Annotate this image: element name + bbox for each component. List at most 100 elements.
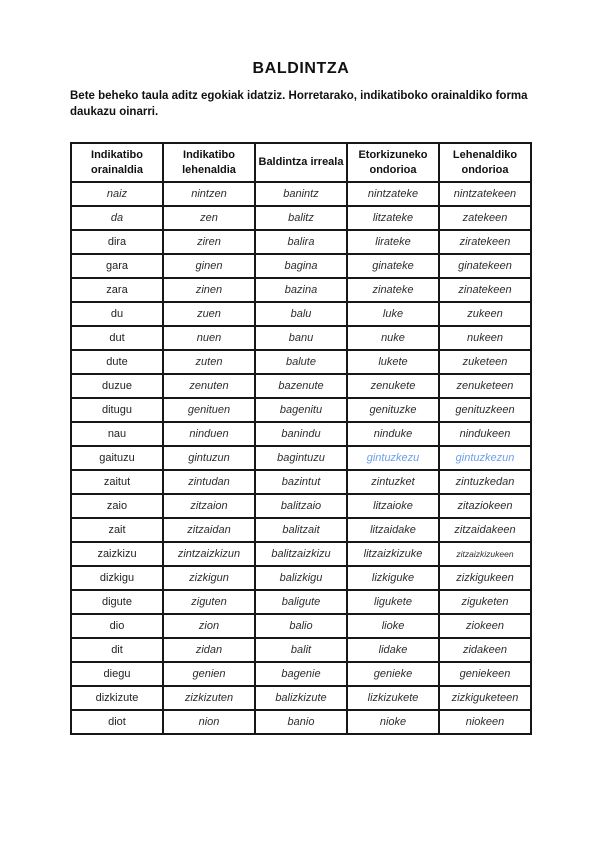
answer-cell: lidake (346, 637, 440, 664)
given-verb-cell: zaio (70, 493, 164, 520)
given-verb-cell: diot (70, 709, 164, 736)
table-row: da zen balitz litzateke zatekeen (70, 205, 532, 232)
answer-cell: ziratekeen (438, 229, 532, 256)
answer-cell: genituen (162, 397, 256, 424)
given-verb-cell: dute (70, 349, 164, 376)
answer-cell: bazina (254, 277, 348, 304)
given-verb-cell: naiz (70, 181, 164, 208)
answer-cell: gintuzkezu (346, 445, 440, 472)
table-row: dira ziren balira lirateke ziratekeen (70, 229, 532, 256)
answer-cell: zizkizuten (162, 685, 256, 712)
given-verb-cell: dit (70, 637, 164, 664)
answer-cell: zidakeen (438, 637, 532, 664)
given-verb-cell: zara (70, 277, 164, 304)
table-row: dute zuten balute lukete zuketeen (70, 349, 532, 376)
answer-cell: nuen (162, 325, 256, 352)
given-verb-cell: zait (70, 517, 164, 544)
table-row: duzue zenuten bazenute zenukete zenuketeen (70, 373, 532, 400)
answer-cell: balu (254, 301, 348, 328)
answer-cell: zintuzkedan (438, 469, 532, 496)
answer-cell: gintuzkezun (438, 445, 532, 472)
table-body: naiz nintzen banintz nintzateke nintzatekeen… (70, 181, 532, 736)
answer-cell: zizkigukeen (438, 565, 532, 592)
answer-cell: zuen (162, 301, 256, 328)
answer-cell: nuke (346, 325, 440, 352)
given-verb-cell: dira (70, 229, 164, 256)
answer-cell: litzaidake (346, 517, 440, 544)
answer-cell: zitaziokeen (438, 493, 532, 520)
table-row: dizkizute zizkizuten balizkizute lizkizuket… (70, 685, 532, 712)
table-row: nau ninduen banindu ninduke nindukeen (70, 421, 532, 448)
answer-cell: niokeen (438, 709, 532, 736)
table-row: zait zitzaidan balitzait litzaidake zitzaida… (70, 517, 532, 544)
answer-cell: balitzaizkizu (254, 541, 348, 568)
answer-cell: lizkiguke (346, 565, 440, 592)
answer-cell: zenuketeen (438, 373, 532, 400)
answer-cell: baligute (254, 589, 348, 616)
answer-cell: zen (162, 205, 256, 232)
table-row: gaituzu gintuzun bagintuzu gintuzkezu gintuz… (70, 445, 532, 472)
answer-cell: zidan (162, 637, 256, 664)
answer-cell: bagenie (254, 661, 348, 688)
answer-cell: bazintut (254, 469, 348, 496)
table-row: dut nuen banu nuke nukeen (70, 325, 532, 352)
verb-conjugation-table: Indikatibo orainaldia Indikatibo lehenald… (70, 141, 532, 736)
answer-cell: nioke (346, 709, 440, 736)
answer-cell: litzaizkizuke (346, 541, 440, 568)
answer-cell: ligukete (346, 589, 440, 616)
given-verb-cell: dut (70, 325, 164, 352)
answer-cell: luke (346, 301, 440, 328)
table-row: dizkigu zizkigun balizkigu lizkiguke zizkigu… (70, 565, 532, 592)
answer-cell: zatekeen (438, 205, 532, 232)
answer-cell: bagintuzu (254, 445, 348, 472)
answer-cell: balute (254, 349, 348, 376)
answer-cell: genituzke (346, 397, 440, 424)
answer-cell: zizkigun (162, 565, 256, 592)
table-row: digute ziguten baligute ligukete ziguketen (70, 589, 532, 616)
table-row: gara ginen bagina ginateke ginatekeen (70, 253, 532, 280)
answer-cell: zintzaizkizun (162, 541, 256, 568)
given-verb-cell: du (70, 301, 164, 328)
answer-cell: nintzateke (346, 181, 440, 208)
answer-cell: nindukeen (438, 421, 532, 448)
column-header: Etorkizuneko ondorioa (346, 141, 440, 184)
answer-cell: bagina (254, 253, 348, 280)
answer-cell: zintuzket (346, 469, 440, 496)
given-verb-cell: dizkigu (70, 565, 164, 592)
answer-cell: balio (254, 613, 348, 640)
answer-cell: nintzen (162, 181, 256, 208)
table-row: du zuen balu luke zukeen (70, 301, 532, 328)
given-verb-cell: dizkizute (70, 685, 164, 712)
table-row: ditugu genituen bagenitu genituzke genituzke… (70, 397, 532, 424)
answer-cell: lirateke (346, 229, 440, 256)
answer-cell: genien (162, 661, 256, 688)
given-verb-cell: gaituzu (70, 445, 164, 472)
given-verb-cell: digute (70, 589, 164, 616)
answer-cell: banindu (254, 421, 348, 448)
answer-cell: ziguketen (438, 589, 532, 616)
answer-cell: nion (162, 709, 256, 736)
answer-cell: ziren (162, 229, 256, 256)
answer-cell: gintuzun (162, 445, 256, 472)
given-verb-cell: da (70, 205, 164, 232)
given-verb-cell: gara (70, 253, 164, 280)
answer-cell: zitzaizkizukeen (438, 541, 532, 568)
answer-cell: zenukete (346, 373, 440, 400)
given-verb-cell: ditugu (70, 397, 164, 424)
answer-cell: ginatekeen (438, 253, 532, 280)
answer-cell: nukeen (438, 325, 532, 352)
answer-cell: zuten (162, 349, 256, 376)
answer-cell: zuketeen (438, 349, 532, 376)
table-row: naiz nintzen banintz nintzateke nintzatekeen (70, 181, 532, 208)
answer-cell: zinateke (346, 277, 440, 304)
page-title: BALDINTZA (252, 60, 350, 77)
table-row: zaitut zintudan bazintut zintuzket zintuzked… (70, 469, 532, 496)
given-verb-cell: zaizkizu (70, 541, 164, 568)
answer-cell: banio (254, 709, 348, 736)
answer-cell: nintzatekeen (438, 181, 532, 208)
answer-cell: litzaioke (346, 493, 440, 520)
answer-cell: balit (254, 637, 348, 664)
answer-cell: ninduen (162, 421, 256, 448)
answer-cell: banintz (254, 181, 348, 208)
